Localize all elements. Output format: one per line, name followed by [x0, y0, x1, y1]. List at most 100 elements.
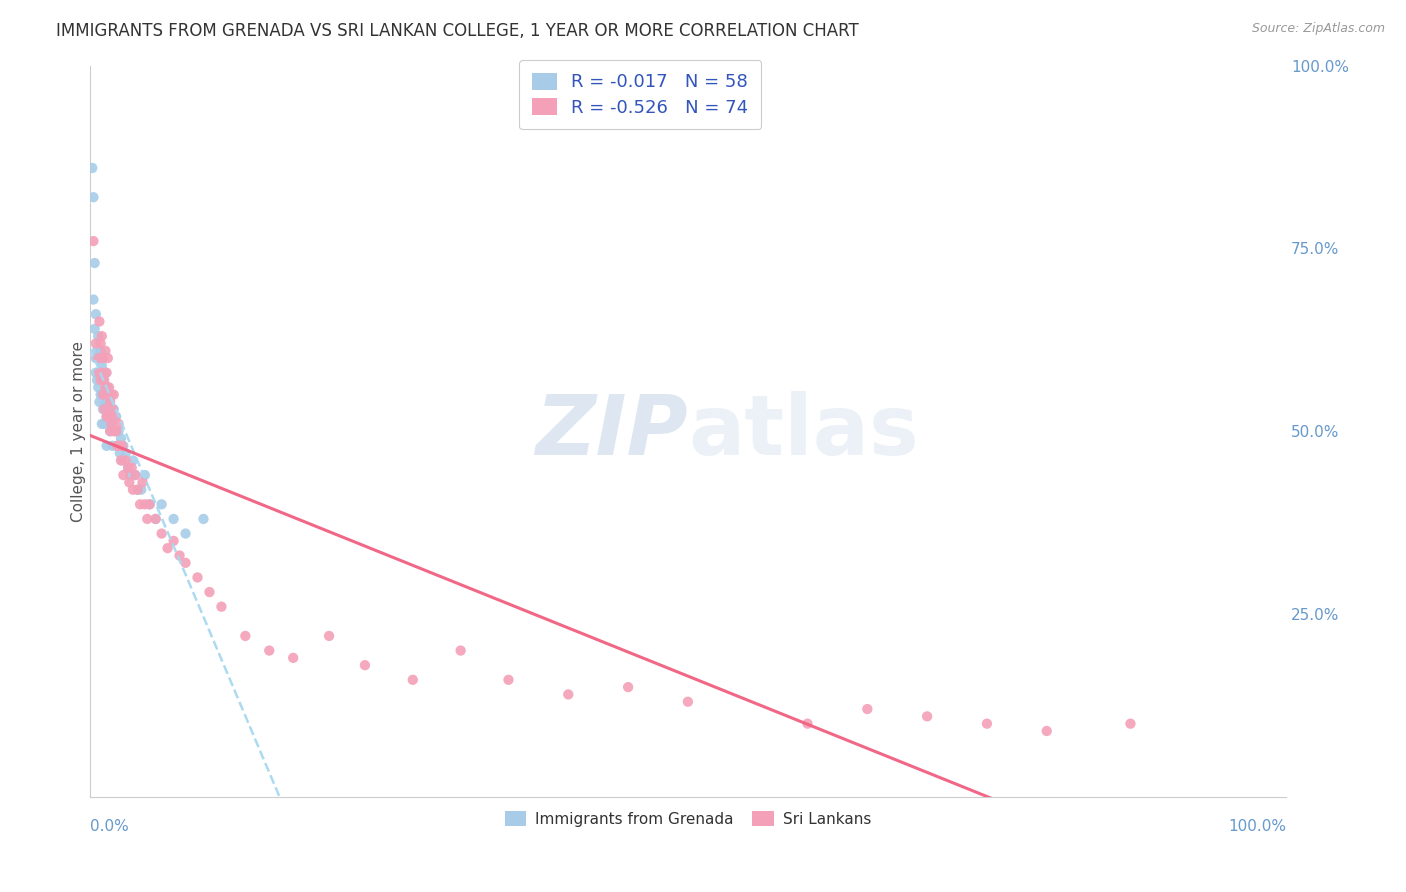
Point [676, 695, 699, 709]
Point [450, 643, 472, 657]
Point [174, 556, 197, 570]
Point [89, 366, 111, 380]
Point [82, 234, 104, 248]
Point [856, 702, 879, 716]
Text: ZIP: ZIP [536, 391, 688, 472]
Point [617, 680, 640, 694]
Point [105, 424, 128, 438]
Point [104, 409, 127, 424]
Point [105, 439, 128, 453]
Point [83, 256, 105, 270]
Point [108, 446, 131, 460]
Point [87, 380, 110, 394]
Point [104, 424, 127, 438]
Point [84, 307, 107, 321]
Point [96, 366, 118, 380]
Point [87, 351, 110, 365]
Point [114, 446, 136, 460]
Point [90, 329, 112, 343]
Point [94, 395, 117, 409]
Point [100, 387, 122, 401]
Text: 100.0%: 100.0% [1227, 819, 1286, 834]
Point [110, 432, 132, 446]
Point [103, 387, 125, 401]
Point [107, 424, 129, 438]
Point [96, 439, 118, 453]
Point [120, 468, 142, 483]
Point [97, 387, 120, 401]
Point [91, 351, 114, 365]
Point [129, 483, 152, 497]
Point [97, 380, 120, 394]
Point [122, 453, 145, 467]
Point [93, 402, 115, 417]
Point [111, 453, 134, 467]
Point [103, 424, 125, 438]
Point [87, 329, 110, 343]
Point [1035, 723, 1057, 738]
Point [122, 483, 145, 497]
Point [98, 409, 121, 424]
Point [101, 402, 124, 417]
Point [86, 343, 108, 358]
Point [118, 475, 141, 490]
Point [138, 497, 160, 511]
Point [112, 439, 135, 453]
Point [121, 460, 143, 475]
Point [193, 512, 215, 526]
Point [354, 658, 377, 673]
Point [89, 314, 111, 328]
Y-axis label: College, 1 year or more: College, 1 year or more [72, 341, 86, 522]
Point [98, 380, 121, 394]
Point [90, 387, 112, 401]
Point [84, 351, 107, 365]
Point [89, 395, 111, 409]
Point [105, 439, 128, 453]
Text: 0.0%: 0.0% [90, 819, 128, 834]
Point [87, 351, 110, 365]
Point [89, 366, 111, 380]
Point [402, 673, 425, 687]
Point [93, 387, 115, 401]
Point [98, 395, 121, 409]
Point [101, 439, 124, 453]
Legend: Immigrants from Grenada, Sri Lankans: Immigrants from Grenada, Sri Lankans [499, 805, 877, 833]
Point [145, 512, 167, 526]
Point [111, 439, 134, 453]
Point [318, 629, 340, 643]
Point [100, 417, 122, 431]
Point [124, 468, 146, 483]
Point [112, 468, 135, 483]
Point [91, 387, 114, 401]
Point [103, 402, 125, 417]
Point [915, 709, 938, 723]
Point [82, 190, 104, 204]
Point [82, 161, 104, 175]
Point [90, 336, 112, 351]
Point [82, 293, 104, 307]
Text: atlas: atlas [688, 391, 918, 472]
Point [94, 343, 117, 358]
Point [114, 453, 136, 467]
Point [131, 475, 153, 490]
Text: IMMIGRANTS FROM GRENADA VS SRI LANKAN COLLEGE, 1 YEAR OR MORE CORRELATION CHART: IMMIGRANTS FROM GRENADA VS SRI LANKAN CO… [56, 22, 859, 40]
Point [84, 336, 107, 351]
Point [86, 373, 108, 387]
Point [127, 483, 149, 497]
Point [259, 643, 281, 657]
Point [138, 497, 160, 511]
Point [98, 395, 121, 409]
Text: Source: ZipAtlas.com: Source: ZipAtlas.com [1251, 22, 1385, 36]
Point [1119, 716, 1142, 731]
Point [117, 460, 139, 475]
Point [93, 417, 115, 431]
Point [145, 512, 167, 526]
Point [83, 322, 105, 336]
Point [156, 541, 179, 556]
Point [169, 549, 191, 563]
Point [94, 366, 117, 380]
Point [91, 402, 114, 417]
Point [557, 688, 579, 702]
Point [90, 366, 112, 380]
Point [100, 417, 122, 431]
